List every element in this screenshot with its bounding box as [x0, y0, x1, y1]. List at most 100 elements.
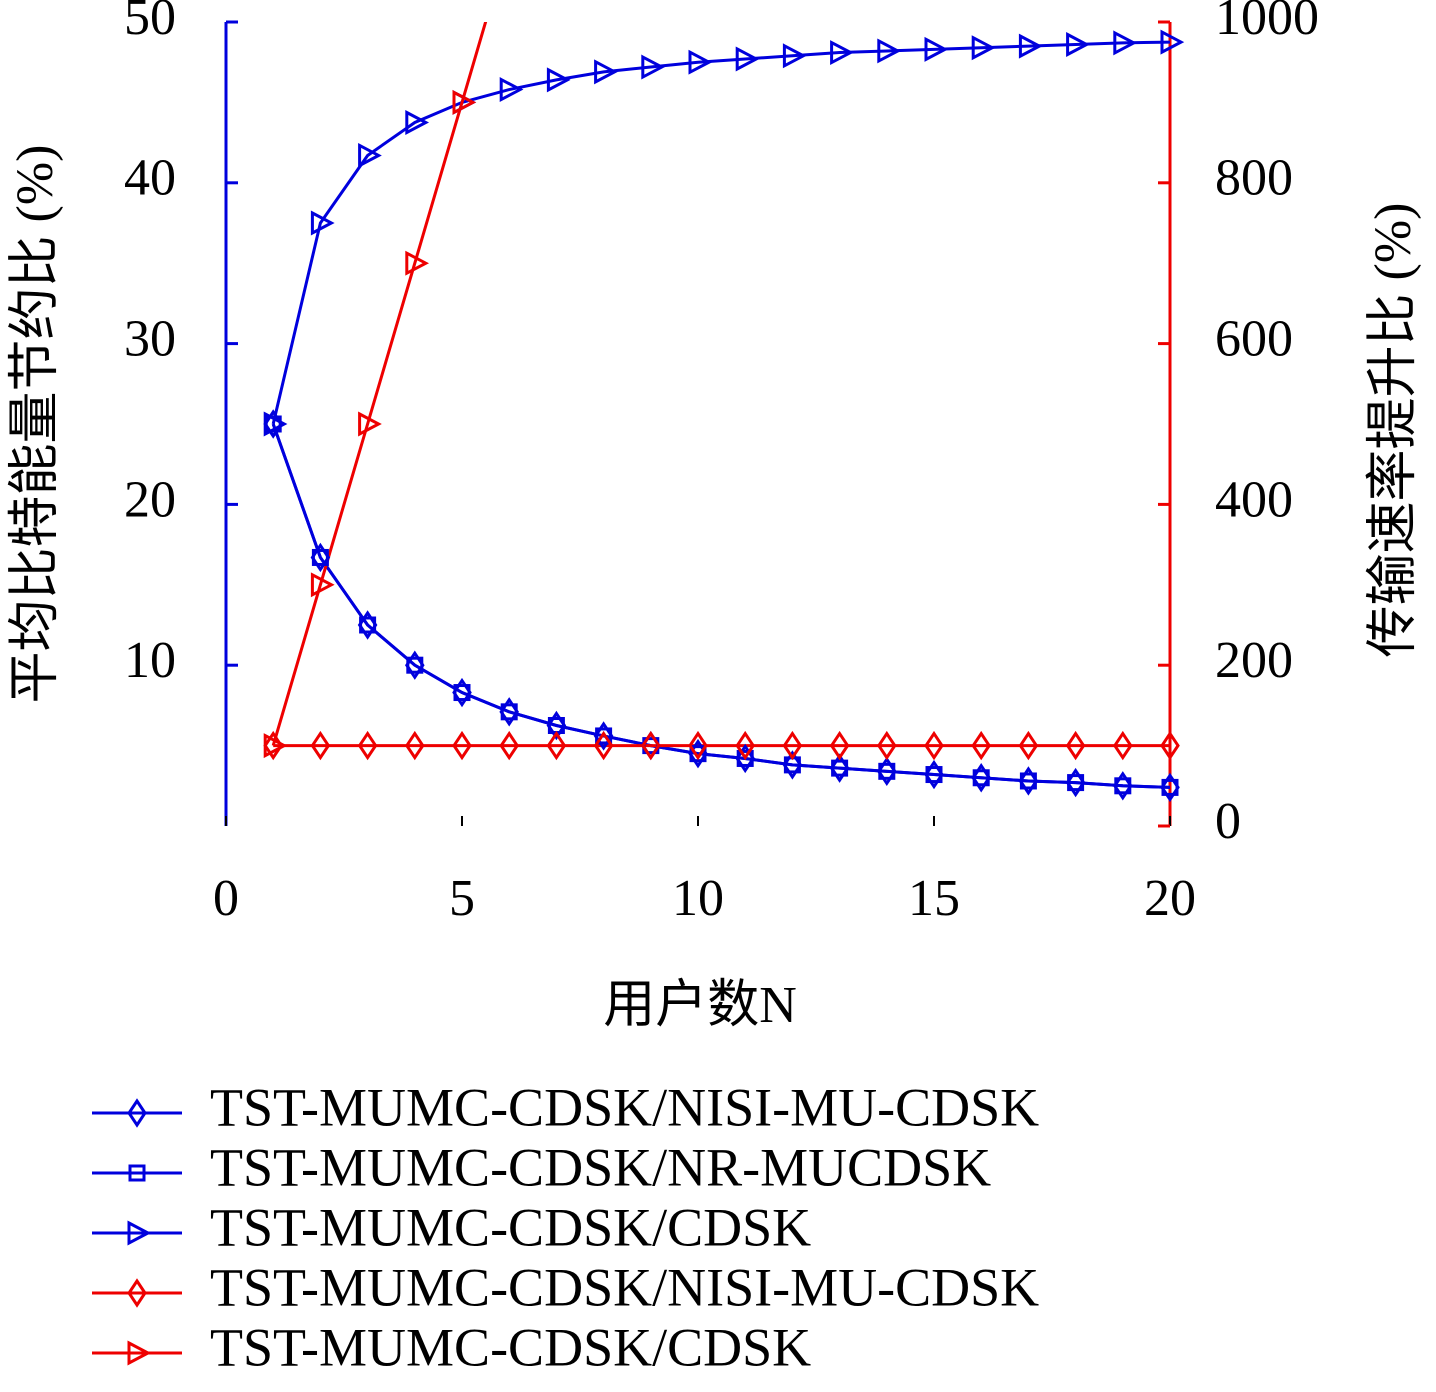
- marker: [924, 36, 949, 62]
- y2-tick-label: 800: [1215, 150, 1293, 207]
- x-axis-label: 用户数N: [603, 977, 797, 1034]
- marker: [1019, 772, 1037, 790]
- x-tick-label: 0: [213, 870, 239, 927]
- marker: [357, 730, 378, 761]
- marker: [1067, 774, 1085, 792]
- marker: [499, 77, 524, 103]
- marker: [263, 733, 288, 759]
- marker: [735, 46, 760, 72]
- marker: [595, 727, 613, 745]
- marker: [1018, 766, 1039, 796]
- marker: [876, 756, 897, 787]
- marker: [829, 730, 850, 761]
- marker: [688, 49, 713, 75]
- marker: [878, 762, 896, 780]
- marker: [546, 710, 567, 741]
- y-tick-label: 30: [124, 311, 176, 368]
- legend-marker: [127, 1220, 152, 1246]
- marker: [310, 210, 335, 236]
- marker: [359, 616, 377, 634]
- marker: [453, 684, 471, 702]
- y-tick-label: 20: [124, 471, 176, 528]
- y2-tick-label: 1000: [1215, 0, 1319, 46]
- marker: [1161, 778, 1179, 796]
- marker: [829, 753, 850, 783]
- marker: [499, 730, 520, 761]
- marker: [406, 656, 424, 674]
- y2-tick-label: 400: [1215, 471, 1293, 528]
- marker: [1018, 33, 1043, 59]
- marker: [641, 54, 666, 80]
- marker: [831, 759, 849, 777]
- marker: [452, 89, 477, 115]
- marker: [358, 411, 382, 437]
- marker: [1160, 29, 1185, 55]
- marker: [1018, 730, 1039, 761]
- marker: [310, 572, 335, 598]
- marker: [971, 730, 992, 761]
- marker: [358, 142, 382, 168]
- marker: [972, 769, 990, 787]
- marker: [1112, 730, 1133, 761]
- marker: [876, 730, 897, 761]
- marker: [782, 730, 803, 761]
- marker: [924, 759, 944, 790]
- marker: [499, 697, 520, 727]
- marker: [404, 730, 425, 761]
- marker: [736, 749, 754, 767]
- series-line: [271, 423, 1170, 789]
- x-tick-label: 10: [672, 870, 724, 927]
- marker: [735, 743, 756, 774]
- marker: [640, 730, 661, 761]
- marker: [688, 730, 708, 761]
- marker: [1113, 30, 1138, 56]
- marker: [310, 542, 331, 573]
- legend-marker: [127, 1278, 147, 1308]
- marker: [1114, 777, 1132, 795]
- x-tick-label: 5: [449, 870, 475, 927]
- marker: [971, 763, 992, 793]
- series-line: [271, 423, 1170, 789]
- legend-label: TST-MUMC-CDSK/CDSK: [210, 1317, 811, 1377]
- marker: [782, 750, 803, 780]
- y-axis-label: 平均比特能量节约比 (%): [7, 145, 64, 704]
- y2-tick-label: 0: [1215, 793, 1241, 850]
- marker: [405, 110, 430, 135]
- marker: [593, 730, 614, 761]
- legend-marker: [128, 1164, 146, 1182]
- legend-label: TST-MUMC-CDSK/CDSK: [210, 1197, 811, 1257]
- legend-label: TST-MUMC-CDSK/NISI-MU-CDSK: [210, 1257, 1039, 1317]
- marker: [1160, 730, 1180, 761]
- marker: [404, 650, 425, 680]
- marker: [357, 610, 378, 640]
- legend-marker: [127, 1098, 147, 1128]
- series-line: [271, 40, 1170, 425]
- marker: [1066, 32, 1090, 57]
- marker: [1065, 767, 1086, 798]
- marker: [1160, 772, 1180, 803]
- x-tick-label: 15: [908, 870, 960, 927]
- marker: [735, 730, 756, 761]
- marker: [689, 745, 707, 763]
- marker: [877, 38, 902, 64]
- marker: [546, 67, 571, 93]
- legend-marker: [127, 1340, 152, 1366]
- marker: [924, 730, 944, 761]
- marker: [310, 730, 331, 761]
- marker: [311, 548, 329, 566]
- marker: [782, 43, 807, 69]
- marker: [263, 411, 288, 437]
- legend-label: TST-MUMC-CDSK/NISI-MU-CDSK: [210, 1077, 1039, 1137]
- marker: [593, 721, 614, 751]
- marker: [1065, 730, 1086, 761]
- series-line: [271, 22, 488, 747]
- marker: [546, 730, 567, 761]
- y-tick-label: 50: [124, 0, 176, 46]
- marker: [405, 250, 430, 276]
- y-tick-label: 40: [124, 150, 176, 207]
- marker: [452, 677, 472, 708]
- x-tick-label: 20: [1144, 870, 1196, 927]
- marker: [830, 40, 854, 66]
- y2-tick-label: 200: [1215, 632, 1293, 689]
